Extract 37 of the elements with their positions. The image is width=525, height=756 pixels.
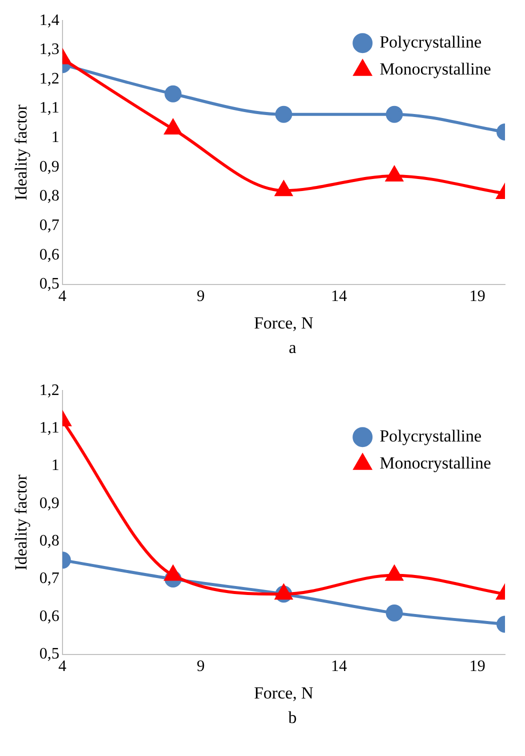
y-tick-label: 0,8	[39, 188, 60, 205]
y-tick-label: 0,8	[39, 532, 60, 550]
x-tick-label: 4	[58, 658, 66, 676]
point	[275, 584, 292, 600]
y-tick-label: 0,5	[39, 276, 60, 293]
y-tick-label: 0,9	[39, 158, 60, 176]
y-tick-label: 1,3	[39, 41, 60, 58]
text: a	[288, 338, 298, 358]
legend-label: Monocrystalline	[380, 454, 491, 473]
y-tick-label: 0,6	[39, 246, 60, 264]
x-tick-label: 14	[331, 288, 348, 306]
y-tick-label: 1,4	[39, 12, 60, 29]
y-tick-label: 1	[51, 129, 60, 146]
y-tick-label: 0,7	[39, 570, 60, 588]
y-tick-label: 1,2	[39, 382, 60, 399]
y-tick-label: 1,2	[39, 70, 60, 88]
y-tick-label: 0,5	[39, 646, 60, 663]
x-tick-label: 14	[331, 658, 348, 676]
x-tick-label: 19	[469, 658, 486, 676]
y-tick-label: 1,1	[39, 100, 60, 117]
y-axis-title: Ideality factor	[12, 474, 31, 570]
y-tick-label: 0,7	[39, 216, 60, 234]
x-tick-label: 9	[196, 658, 205, 676]
y-axis-title: Ideality factor	[12, 104, 31, 200]
text: b	[287, 708, 298, 728]
legend-label: Polycrystalline	[380, 32, 482, 52]
y-tick-label: 1	[51, 457, 60, 474]
x-tick-label: 4	[58, 288, 66, 306]
y-tick-label: 0,9	[39, 494, 60, 512]
x-tick-label: 9	[196, 288, 205, 306]
legend-label: Monocrystalline	[380, 60, 491, 79]
legend-label: Polycrystalline	[380, 426, 482, 446]
x-axis-title: Force, N	[254, 683, 314, 702]
x-tick-label: 19	[469, 288, 486, 306]
y-tick-label: 0,6	[39, 608, 60, 625]
x-axis-title: Force, N	[254, 313, 314, 332]
y-tick-label: 1,1	[39, 419, 60, 436]
